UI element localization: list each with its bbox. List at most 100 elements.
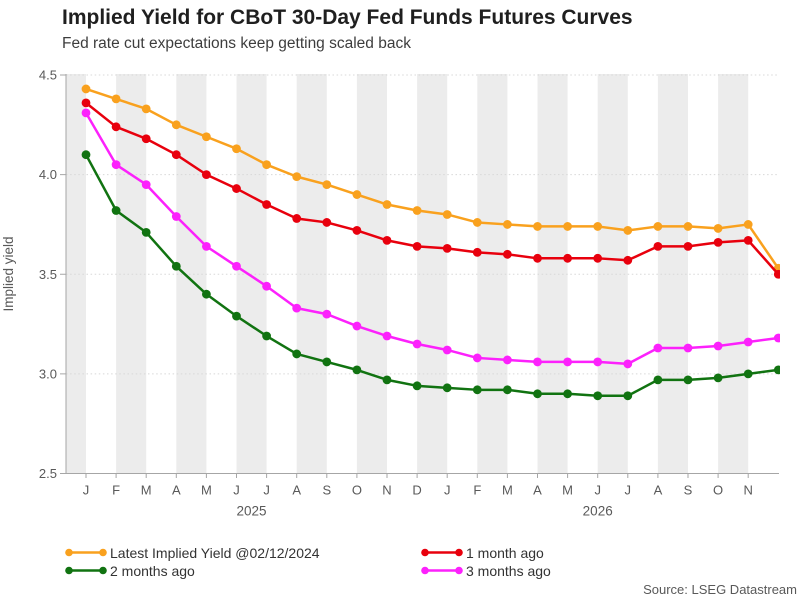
legend-label-1-month-ago: 1 month ago [466, 544, 544, 561]
y-tick-label: 4.5 [39, 68, 57, 83]
data-point [352, 190, 362, 199]
data-point [292, 303, 302, 313]
data-point [563, 389, 572, 399]
data-point [593, 357, 603, 367]
data-point [171, 261, 181, 271]
data-point [683, 222, 693, 231]
data-point [382, 235, 392, 245]
month-stripe [296, 74, 327, 474]
legend-marker-latest-icon [64, 546, 108, 559]
series-line [84, 112, 779, 366]
data-point [442, 345, 452, 355]
x-tick-label: A [533, 483, 542, 498]
data-point [653, 343, 663, 353]
data-point [382, 200, 392, 209]
data-point [232, 144, 241, 154]
data-point [563, 253, 572, 263]
data-point [472, 247, 482, 257]
data-point [171, 120, 181, 130]
data-point [472, 353, 482, 363]
data-point [111, 206, 121, 215]
data-point [593, 253, 603, 263]
data-point [322, 180, 332, 189]
data-point [503, 220, 512, 229]
series-line [84, 154, 779, 398]
data-point [352, 365, 362, 375]
data-point [262, 281, 271, 291]
data-point [442, 383, 452, 393]
data-point [683, 241, 693, 251]
chart-legend: Latest Implied Yield @02/12/2024 1 month… [64, 544, 551, 579]
y-axis-title: Implied yield [1, 236, 16, 311]
x-tick-label: J [594, 483, 601, 498]
series-0 [81, 84, 780, 273]
data-point [563, 357, 572, 367]
legend-label-2-months-ago: 2 months ago [110, 562, 195, 579]
legend-item-1-month-ago: 1 month ago [420, 544, 551, 561]
x-tick-label: M [502, 483, 513, 498]
data-point [412, 339, 422, 349]
series-3 [81, 108, 780, 369]
data-point [322, 309, 332, 319]
data-point [202, 241, 211, 251]
legend-marker-3-months-ago-icon [420, 564, 464, 577]
data-point [773, 269, 780, 279]
data-point [653, 241, 663, 251]
x-tick-label: N [744, 483, 753, 498]
series-1 [81, 98, 780, 279]
data-point [743, 369, 753, 379]
data-point [202, 289, 211, 299]
data-point [442, 243, 452, 253]
data-point [623, 359, 633, 369]
data-point [472, 385, 482, 395]
data-point [81, 108, 91, 118]
x-tick-label: M [562, 483, 573, 498]
legend-item-2-months-ago: 2 months ago [64, 562, 420, 579]
data-point [683, 375, 693, 385]
data-point [593, 391, 603, 401]
data-point [382, 375, 392, 385]
x-tick-label: A [654, 483, 663, 498]
series-2 [81, 150, 780, 401]
year-label: 2025 [237, 504, 267, 519]
data-point [503, 355, 512, 365]
legend-marker-1-month-ago-icon [420, 546, 464, 559]
series-line [85, 101, 780, 276]
data-point [773, 333, 780, 343]
data-point [262, 331, 271, 341]
y-tick-label: 2.5 [39, 466, 57, 481]
data-point [141, 180, 151, 189]
data-point [292, 172, 302, 182]
legend-label-3-months-ago: 3 months ago [466, 562, 551, 579]
chart-plot-area: 4.5 4.0 3.5 3.0 2.5 J F M A M J J A S O N D J F M A M J J A S O N 20… [1, 68, 780, 519]
data-point [111, 94, 121, 104]
x-tick-label: F [473, 483, 481, 498]
data-point [412, 206, 422, 215]
data-point [713, 237, 723, 247]
data-point [322, 357, 332, 367]
data-point [472, 218, 482, 227]
data-point [773, 365, 780, 375]
x-tick-label: D [412, 483, 421, 498]
data-point [743, 220, 753, 229]
data-point [81, 84, 91, 94]
series-line [85, 87, 780, 269]
data-point [563, 222, 572, 231]
x-tick-label: M [141, 483, 152, 498]
data-point [262, 200, 271, 209]
data-point [623, 391, 633, 401]
data-point [382, 331, 392, 341]
data-point [322, 218, 332, 227]
data-point [533, 222, 542, 231]
data-point [503, 385, 512, 395]
data-point [292, 349, 302, 359]
data-point [352, 226, 362, 235]
data-point [232, 184, 241, 193]
data-point [713, 373, 723, 383]
data-point [533, 357, 542, 367]
legend-item-3-months-ago: 3 months ago [420, 562, 551, 579]
data-point [683, 343, 693, 353]
x-tick-label: N [382, 483, 391, 498]
data-point [623, 226, 633, 235]
